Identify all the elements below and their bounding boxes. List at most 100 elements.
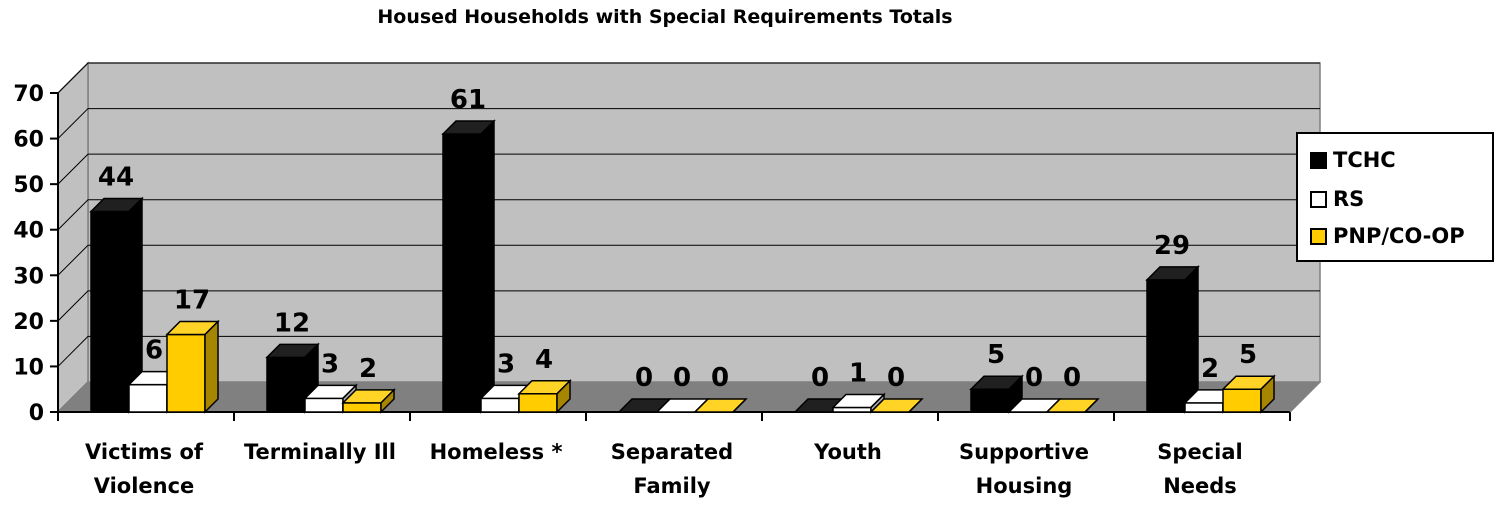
- bar-rs-4: [831, 392, 886, 414]
- bar-pnp-co-op-2: [517, 378, 572, 414]
- chart-title: Housed Households with Special Requireme…: [377, 6, 953, 28]
- x-tick-label: Violence: [94, 474, 195, 498]
- bar-tchc-0: [89, 196, 144, 414]
- bar-front: [166, 333, 206, 413]
- bar-tchc-2: [441, 119, 496, 414]
- x-tick-label: Homeless *: [430, 440, 563, 464]
- floor-edge: [1289, 381, 1321, 413]
- legend-item-tchc: TCHC: [1310, 145, 1396, 175]
- y-tick-label: 40: [13, 219, 44, 244]
- bar-tchc-6: [1145, 265, 1200, 414]
- x-axis: Victims of Violence Terminally Ill Homeless…: [57, 412, 1291, 498]
- y-tick-label: 50: [13, 173, 44, 198]
- bar-front: [518, 393, 558, 413]
- side-wall: [57, 61, 89, 414]
- data-label: 5: [1239, 340, 1257, 370]
- x-tick-label: Needs: [1163, 474, 1237, 498]
- x-tick-label: Housing: [976, 474, 1073, 498]
- gridline: [57, 108, 1320, 139]
- x-tick-label: Terminally Ill: [244, 440, 396, 464]
- back-wall: [87, 62, 1321, 383]
- data-label: 4: [535, 345, 553, 375]
- x-tick-label: Special: [1157, 440, 1242, 464]
- y-tick-label: 70: [13, 82, 44, 107]
- bar-front: [480, 397, 520, 413]
- data-label: 2: [1201, 354, 1219, 384]
- bar-front: [128, 383, 168, 413]
- data-label: 0: [673, 363, 691, 393]
- gridline: [57, 199, 1320, 231]
- y-tick-label: 30: [13, 264, 44, 289]
- data-label: 6: [145, 336, 163, 366]
- legend-label-pnp-coop: PNP/CO-OP: [1333, 224, 1465, 248]
- bar-front: [342, 402, 382, 413]
- legend: TCHC RS PNP/CO-OP: [1296, 132, 1494, 262]
- data-label: 0: [711, 363, 729, 393]
- bar-pnp-co-op-3: [693, 398, 748, 413]
- data-label: 0: [811, 363, 829, 393]
- data-label: 17: [174, 286, 210, 316]
- bar-front: [304, 397, 344, 413]
- legend-label-tchc: TCHC: [1333, 148, 1396, 172]
- bar-pnp-co-op-5: [1045, 398, 1100, 413]
- data-label: 0: [635, 363, 653, 393]
- y-tick-label: 0: [29, 401, 44, 426]
- bar-side: [732, 398, 747, 413]
- bar-side: [908, 398, 923, 413]
- y-tick-label: 60: [13, 128, 44, 153]
- bar-side: [1084, 398, 1099, 413]
- data-label: 44: [98, 162, 134, 192]
- bars: [89, 119, 1276, 414]
- legend-swatch-rs: [1310, 190, 1327, 208]
- bar-pnp-co-op-0: [165, 319, 220, 414]
- y-axis: 0 10 20 30 40 50 60 70: [13, 82, 58, 426]
- data-label: 3: [321, 349, 339, 379]
- bar-front: [1222, 388, 1262, 413]
- bar-front: [90, 210, 130, 413]
- bar-tchc-5: [969, 374, 1024, 414]
- bar-side: [480, 119, 495, 414]
- x-tick-label: Family: [633, 474, 711, 498]
- bar-side: [1260, 374, 1275, 414]
- gridline: [57, 244, 1320, 276]
- bar-pnp-co-op-1: [341, 388, 396, 414]
- bar-pnp-co-op-4: [869, 398, 924, 413]
- data-label: 12: [274, 308, 310, 338]
- y-tick-label: 10: [13, 355, 44, 380]
- legend-label-rs: RS: [1333, 187, 1365, 211]
- data-label: 0: [1063, 363, 1081, 393]
- gridline: [57, 335, 1320, 367]
- bar-front: [266, 356, 306, 413]
- data-label: 61: [450, 85, 486, 115]
- x-tick-label: Supportive: [959, 440, 1089, 464]
- x-tick-label: Separated: [611, 440, 733, 464]
- x-tick-label: Victims of: [85, 440, 204, 464]
- data-label: 2: [359, 354, 377, 384]
- bar-front: [1146, 279, 1186, 413]
- bar-pnp-co-op-6: [1221, 374, 1276, 414]
- legend-item-pnp-coop: PNP/CO-OP: [1310, 221, 1465, 251]
- gridline: [57, 290, 1320, 322]
- data-label: 1: [849, 358, 867, 388]
- bar-side: [380, 388, 395, 414]
- bar-front: [1184, 402, 1224, 413]
- legend-item-rs: RS: [1310, 184, 1364, 214]
- bar-front: [442, 133, 482, 413]
- bar-side: [204, 319, 219, 414]
- legend-swatch-tchc: [1310, 151, 1327, 169]
- data-label: 0: [1025, 363, 1043, 393]
- data-label: 5: [987, 340, 1005, 370]
- x-tick-label: Youth: [813, 440, 882, 464]
- y-tick-label: 20: [13, 310, 44, 335]
- data-label: 29: [1154, 231, 1190, 261]
- data-label: 3: [497, 349, 515, 379]
- gridline: [57, 153, 1320, 185]
- legend-swatch-pnp-coop: [1310, 227, 1327, 245]
- bar-side: [556, 378, 571, 414]
- gridline: [57, 62, 1320, 94]
- data-label: 0: [887, 363, 905, 393]
- bar-front: [970, 388, 1010, 413]
- bar-side: [1184, 265, 1199, 414]
